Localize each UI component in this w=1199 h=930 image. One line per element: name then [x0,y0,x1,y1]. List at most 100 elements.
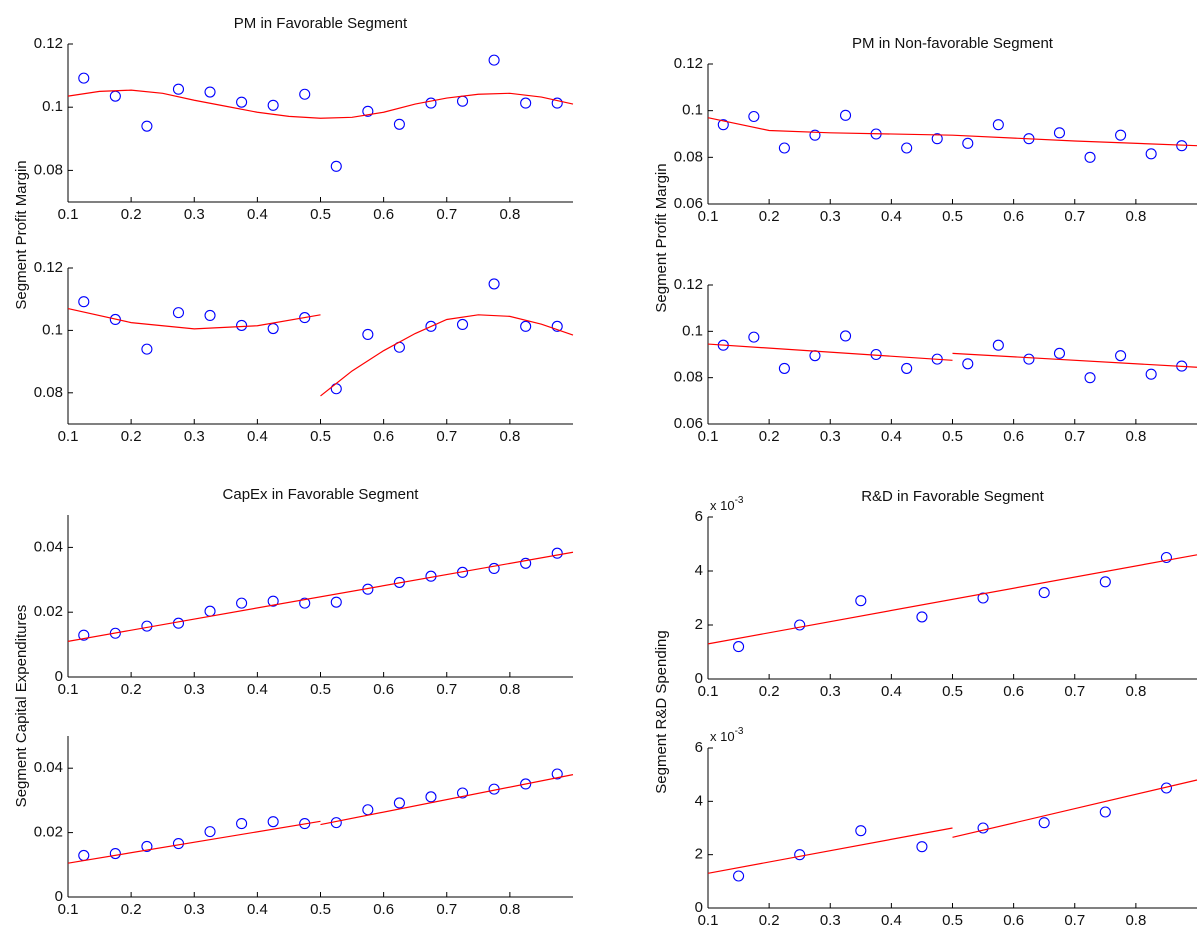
y-tick-label: 0.08 [34,384,63,401]
data-point [1053,127,1066,139]
exponent-base: x 10 [710,729,735,744]
y-tick-label: 0.08 [674,148,703,165]
data-point [1115,129,1127,141]
x-tick-label: 0.6 [373,206,394,223]
x-tick-label: 0.4 [881,683,902,700]
data-point [977,592,989,604]
data-point [393,118,405,130]
x-tick-label: 0.2 [759,208,780,225]
data-point [488,278,500,290]
fit-line [707,343,953,361]
x-tick-label: 0.5 [942,208,963,225]
x-tick-label: 0.1 [58,681,79,698]
x-tick-label: 0.6 [1003,428,1024,445]
x-tick-label: 0.5 [942,683,963,700]
y-tick-label: 0 [695,670,703,687]
x-tick-label: 0.5 [310,428,331,445]
x-tick-label: 0.8 [499,681,520,698]
data-point [425,320,437,332]
y-axis-label: Segment Profit Margin [13,160,30,309]
data-point [992,339,1004,351]
data-point [916,841,928,853]
chart-title: R&D in Favorable Segment [861,488,1044,505]
data-point [916,611,928,623]
data-point [172,307,185,319]
x-tick-label: 0.1 [58,428,79,445]
data-point [748,110,760,123]
data-point [141,840,153,852]
fit-line [952,352,1198,368]
data-point [109,313,121,326]
data-point [78,72,90,84]
x-tick-label: 0.5 [310,206,331,223]
y-tick-label: 4 [695,562,703,579]
x-tick-label: 0.6 [1003,208,1024,225]
fit-line [320,774,574,826]
data-point [204,86,216,98]
fit-line [707,827,953,874]
data-point [299,597,311,609]
data-point [1023,353,1035,365]
data-point [1053,347,1066,359]
data-point [393,797,405,809]
y-tick-label: 0.1 [682,102,703,119]
data-point [267,595,279,607]
data-point [172,617,185,629]
x-tick-label: 0.2 [759,912,780,929]
data-point [236,96,248,108]
x-tick-label: 0.3 [184,428,205,445]
x-tick-label: 0.2 [121,428,142,445]
x-tick-label: 0.2 [121,206,142,223]
data-point [456,787,469,799]
fit-line [952,779,1198,838]
y-tick-label: 0.08 [34,161,63,178]
y-tick-label: 0 [695,899,703,916]
y-tick-label: 0.1 [682,322,703,339]
data-point [551,547,563,559]
data-point [172,837,185,850]
data-point [748,331,760,343]
y-tick-label: 0.12 [34,259,63,276]
data-point [551,768,563,780]
data-point [330,596,342,608]
x-tick-label: 0.7 [436,428,457,445]
data-point [299,312,311,324]
chart-title: CapEx in Favorable Segment [223,486,420,503]
data-point [1084,372,1096,384]
fit-line [67,307,321,330]
data-point [204,826,216,838]
data-point [141,620,153,632]
x-tick-label: 0.8 [1125,208,1146,225]
x-tick-label: 0.4 [247,681,268,698]
data-point [456,95,469,107]
y-tick-label: 0.12 [34,35,63,52]
data-point [977,822,989,834]
data-point [551,320,563,332]
data-point [456,318,469,331]
data-point [109,90,121,102]
data-point [236,818,248,830]
fit-line [320,314,574,397]
y-tick-label: 0 [55,668,63,685]
y-axis-label: Segment R&D Spending [653,630,670,793]
data-point [1084,151,1096,163]
x-tick-label: 0.8 [499,428,520,445]
data-point [488,54,500,66]
y-tick-label: 0.02 [34,824,63,841]
data-point [778,362,790,374]
x-tick-label: 0.4 [247,206,268,223]
data-point [520,778,532,790]
data-point [551,97,563,109]
x-tick-label: 0.6 [1003,683,1024,700]
y-tick-label: 0.04 [34,759,63,776]
x-tick-label: 0.7 [1064,208,1085,225]
y-tick-label: 0.02 [34,603,63,620]
data-point [425,791,437,803]
data-point [267,816,279,828]
data-point [109,627,121,639]
y-axis-label: Segment Profit Margin [653,163,670,312]
y-tick-label: 6 [695,739,703,756]
fit-line [67,820,321,864]
data-point [78,849,90,862]
data-point [809,129,821,141]
